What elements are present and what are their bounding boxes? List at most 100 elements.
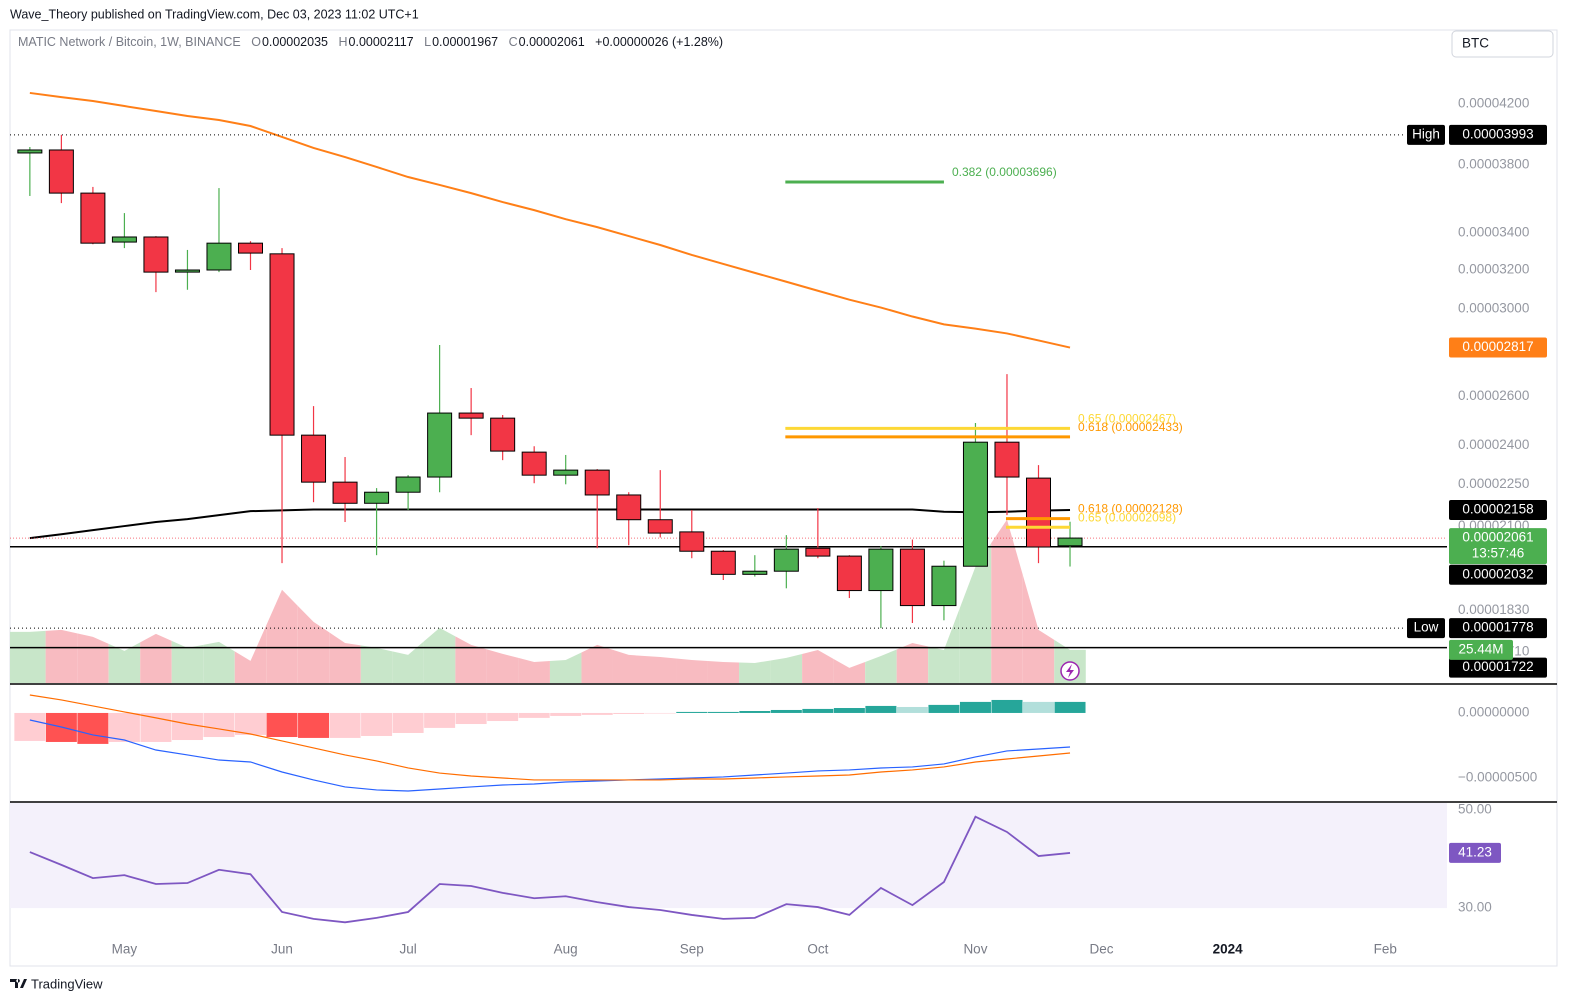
ohlc-key: O	[251, 35, 261, 49]
y-tick-label: 0.00002600	[1458, 388, 1529, 403]
macd-histogram-bar	[550, 712, 582, 716]
price-tag: 0.00002817	[1462, 339, 1533, 354]
candle-body	[395, 476, 421, 493]
macd-histogram-bar	[14, 712, 46, 741]
candle-body	[931, 565, 957, 607]
macd-histogram-bar	[707, 711, 739, 713]
volume-area	[644, 655, 677, 683]
y-tick-label: 0.00003000	[1458, 301, 1529, 316]
candle-body	[301, 434, 327, 483]
macd-line	[29, 694, 1071, 781]
alert-icon[interactable]	[1060, 661, 1080, 681]
y-tick-label: 0.00002400	[1458, 437, 1529, 452]
currency[interactable]: BTC	[1462, 36, 1489, 51]
x-tick-label: Feb	[1374, 942, 1397, 957]
candle-body	[553, 469, 579, 476]
volume-tag: 25.44M	[1458, 641, 1503, 656]
brand-logo[interactable]	[10, 979, 27, 988]
fib-label: 0.618 (0.00002128)	[1078, 502, 1183, 516]
alert-bolt[interactable]	[1066, 664, 1074, 678]
candle-body	[48, 149, 74, 194]
rsi-tag-bg	[1449, 842, 1501, 863]
macd-histogram-bar	[802, 708, 834, 713]
price-tag: 0.00002158	[1462, 502, 1533, 517]
price-tag-bg	[1449, 337, 1547, 358]
x-tick-label: Nov	[963, 942, 987, 957]
extreme-label-bg	[1407, 124, 1445, 145]
macd-histogram-bar	[234, 712, 266, 735]
volume-area	[928, 608, 960, 683]
candle-body	[111, 236, 137, 243]
publisher: Wave_Theory published on TradingView.com…	[10, 7, 419, 21]
moving-average	[29, 508, 1071, 540]
candle-body	[962, 441, 988, 567]
volume-area	[10, 630, 46, 683]
macd-histogram-bar	[770, 709, 802, 713]
volume-area	[770, 653, 803, 683]
y-tick-label: 0.00004200	[1458, 96, 1529, 111]
extreme-label: High	[1412, 126, 1440, 141]
brand[interactable]: TradingView	[31, 976, 103, 991]
price-tag-bg	[1449, 564, 1547, 585]
candle-body	[584, 469, 610, 496]
volume-area	[549, 652, 582, 683]
price-tag: 0.00002061	[1462, 530, 1533, 545]
symbol-title: MATIC Network / Bitcoin, 1W, BINANCE	[18, 35, 241, 49]
volume-area	[486, 649, 519, 683]
volume-area	[865, 649, 897, 683]
macd-histogram-bar	[1054, 701, 1086, 713]
x-tick-label: Sep	[680, 942, 704, 957]
volume-area	[833, 658, 866, 683]
volume-area	[329, 632, 361, 683]
ohlc-value: 0.00001967	[432, 35, 499, 49]
volume-area	[392, 641, 424, 683]
logo-mark[interactable]	[10, 979, 27, 988]
candle-body	[174, 269, 200, 273]
change: +0.00000026 (+1.28%)	[595, 35, 724, 49]
macd-histogram-bar	[991, 699, 1023, 713]
volume-area	[77, 633, 109, 683]
candle-body	[80, 192, 106, 244]
macd-histogram-bar	[833, 708, 865, 713]
macd-line	[29, 719, 1071, 792]
volume-area	[896, 642, 929, 683]
volume-area	[297, 605, 330, 683]
macd-histogram-bar	[865, 705, 897, 713]
candle-body	[616, 494, 642, 521]
volume-area	[234, 625, 267, 683]
macd-histogram-bar	[739, 711, 771, 713]
rsi-line	[29, 815, 1071, 924]
price-tag-bg	[1449, 124, 1547, 145]
candle-body	[679, 531, 705, 552]
volume-area	[171, 640, 204, 683]
x-tick-label: Dec	[1090, 942, 1114, 957]
y-tick-label: 30.00	[1458, 900, 1492, 915]
volume-area	[140, 633, 172, 683]
candle-body	[1057, 537, 1083, 547]
y-tick-label: 50.00	[1458, 801, 1492, 816]
currency-box[interactable]	[1451, 30, 1554, 58]
y-tick-label: 0.00001830	[1458, 602, 1529, 617]
fib-label: 0.65 (0.00002467)	[1078, 412, 1176, 426]
price-tag-bg	[1449, 500, 1547, 521]
price-tag-bg	[1449, 528, 1547, 565]
macd-histogram-bar	[329, 712, 361, 738]
candle-body	[17, 149, 43, 154]
extreme-label: Low	[1414, 620, 1439, 635]
candle-body	[490, 417, 516, 452]
y-tick-label: 0.00003800	[1458, 157, 1529, 172]
volume-area	[676, 658, 708, 683]
fib-label: 0.382 (0.00003696)	[952, 165, 1057, 179]
macd-histogram-bar	[487, 712, 519, 722]
macd-histogram-bar	[203, 712, 235, 738]
macd-histogram-bar	[959, 701, 991, 713]
macd-histogram-bar	[518, 712, 550, 718]
price-tag: 0.00001778	[1462, 620, 1533, 635]
ohlc-key: H	[338, 35, 348, 49]
macd-histogram-bar	[676, 711, 708, 713]
candle-body	[206, 242, 232, 271]
ohlc-value: 0.00002117	[348, 35, 414, 49]
macd-histogram-bar	[424, 712, 456, 728]
candle-body	[742, 570, 768, 575]
price-tag: 0.00002032	[1462, 566, 1533, 581]
